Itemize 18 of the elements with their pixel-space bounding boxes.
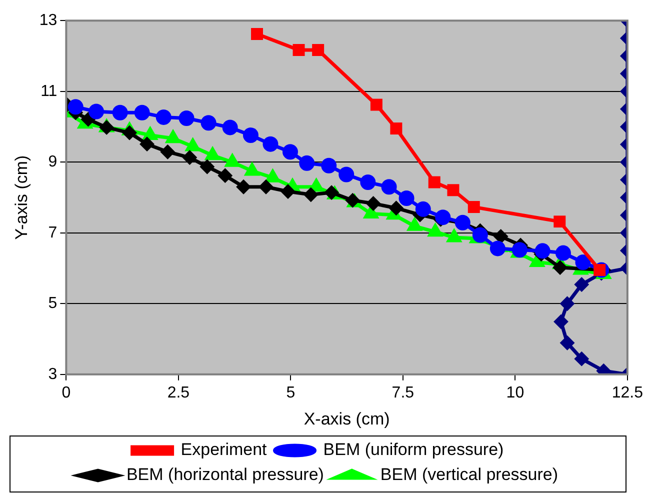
y-tick-label: 13 (39, 12, 58, 30)
x-axis-title: X-axis (cm) (304, 409, 390, 428)
x-tick-label: 10 (506, 384, 524, 402)
x-tick-label: 2.5 (167, 384, 190, 402)
y-axis-title: Y-axis (cm) (12, 155, 31, 240)
legend-label: Experiment (180, 440, 268, 460)
x-tick-label: 0 (62, 384, 71, 402)
x-tick-label: 12.5 (612, 384, 644, 402)
x-tick-label: 5 (286, 384, 296, 402)
y-tick-label: 3 (48, 366, 58, 383)
y-tick-label: 11 (40, 82, 58, 100)
legend-label: BEM (horizontal pressure) (126, 465, 324, 484)
legend-label: BEM (uniform pressure) (323, 440, 504, 460)
legend-label: BEM (vertical pressure) (380, 465, 558, 484)
y-tick-label: 5 (48, 295, 58, 312)
y-tick-label: 7 (48, 224, 58, 242)
x-tick-label: 7.5 (392, 384, 414, 402)
y-tick-label: 9 (48, 154, 58, 171)
